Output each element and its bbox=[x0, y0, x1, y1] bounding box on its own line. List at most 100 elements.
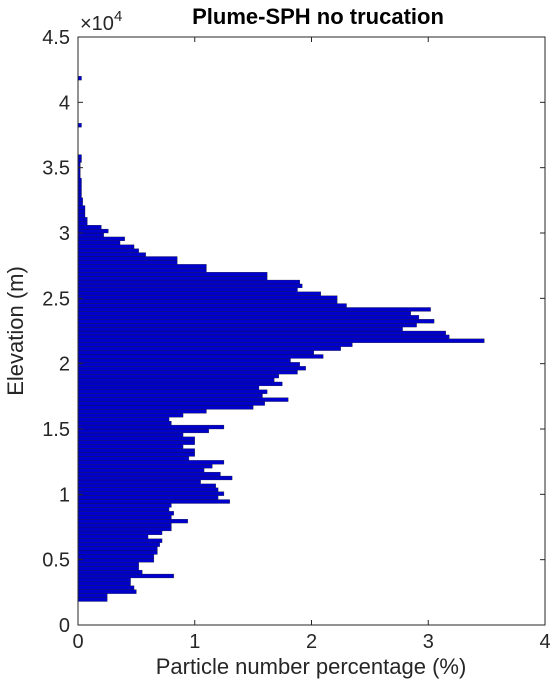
bar bbox=[77, 236, 125, 241]
bar bbox=[77, 475, 233, 481]
bar bbox=[77, 487, 219, 492]
y-tick-label: 4 bbox=[59, 92, 70, 114]
bar bbox=[77, 471, 221, 477]
bar bbox=[77, 201, 83, 206]
bar bbox=[77, 252, 146, 257]
bar bbox=[77, 248, 139, 253]
x-tick-label: 3 bbox=[423, 631, 434, 653]
y-axis-ticks: 0 0.5 1 1.5 2 2.5 3 3.5 4 4.5 bbox=[42, 27, 545, 637]
bar bbox=[77, 515, 172, 520]
bar bbox=[77, 366, 306, 371]
y-axis-multiplier: ×104 bbox=[80, 8, 122, 35]
bar bbox=[77, 530, 163, 535]
y-tick-label: 2.5 bbox=[42, 288, 70, 310]
bar bbox=[77, 542, 160, 547]
bar bbox=[77, 295, 338, 300]
bar bbox=[77, 581, 131, 586]
bar bbox=[77, 526, 172, 532]
bar bbox=[77, 479, 201, 485]
y-tick-label: 4.5 bbox=[42, 27, 70, 49]
bar bbox=[77, 511, 174, 516]
bar bbox=[77, 468, 205, 473]
bar bbox=[77, 221, 88, 226]
bar bbox=[77, 577, 131, 583]
bar bbox=[77, 287, 298, 292]
bar bbox=[77, 260, 178, 265]
bar bbox=[77, 346, 341, 351]
x-tick-label: 4 bbox=[539, 631, 550, 653]
bar bbox=[77, 452, 195, 457]
bar bbox=[77, 373, 279, 379]
bar bbox=[77, 401, 265, 406]
bar bbox=[77, 421, 172, 426]
bar bbox=[77, 315, 420, 320]
bar bbox=[77, 562, 139, 567]
bar bbox=[77, 573, 174, 579]
bar bbox=[77, 225, 102, 230]
bar bbox=[77, 123, 82, 128]
bar bbox=[77, 432, 184, 437]
x-tick-label: 0 bbox=[72, 631, 83, 653]
bar bbox=[77, 154, 82, 159]
bar bbox=[77, 244, 135, 249]
bar bbox=[77, 413, 184, 418]
bar bbox=[77, 589, 137, 594]
bar bbox=[77, 189, 82, 194]
bar bbox=[77, 491, 225, 496]
bar bbox=[77, 350, 314, 355]
bar bbox=[77, 158, 82, 163]
bar bbox=[77, 185, 82, 191]
y-axis-multiplier-base: ×10 bbox=[80, 13, 114, 35]
bar bbox=[77, 597, 108, 602]
y-tick-label: 3 bbox=[59, 223, 70, 245]
bar bbox=[77, 483, 216, 488]
bar bbox=[77, 323, 417, 328]
bar bbox=[77, 522, 172, 528]
bar bbox=[77, 193, 82, 198]
bar bbox=[77, 279, 300, 285]
bar bbox=[77, 291, 321, 296]
y-tick-label: 3.5 bbox=[42, 158, 70, 180]
bar bbox=[77, 232, 104, 238]
bar bbox=[77, 330, 446, 336]
bar bbox=[77, 507, 170, 512]
chart-title: Plume-SPH no trucation bbox=[192, 4, 444, 29]
bar bbox=[77, 264, 207, 269]
bar bbox=[77, 205, 86, 210]
bar bbox=[77, 424, 225, 430]
bar bbox=[77, 428, 209, 434]
bar bbox=[77, 417, 170, 422]
bar bbox=[77, 268, 207, 273]
bar bbox=[77, 464, 213, 469]
y-axis-label: Elevation (m) bbox=[3, 266, 28, 396]
bar bbox=[77, 307, 431, 312]
bar bbox=[77, 197, 83, 202]
bar bbox=[77, 213, 86, 218]
bar bbox=[77, 538, 163, 543]
bar bbox=[77, 240, 121, 245]
bar bbox=[77, 397, 289, 402]
bar bbox=[77, 209, 86, 214]
bar bbox=[77, 177, 82, 183]
bar bbox=[77, 389, 268, 394]
bar bbox=[77, 566, 139, 571]
x-axis-label: Particle number percentage (%) bbox=[156, 654, 467, 679]
bar bbox=[77, 217, 88, 222]
bar bbox=[77, 319, 435, 324]
bar bbox=[77, 436, 195, 441]
x-tick-label: 2 bbox=[306, 631, 317, 653]
bar bbox=[77, 569, 143, 575]
bar bbox=[77, 354, 324, 359]
y-tick-label: 2 bbox=[59, 354, 70, 376]
bar bbox=[77, 338, 485, 343]
bar bbox=[77, 326, 403, 332]
bar bbox=[77, 76, 82, 81]
bar bbox=[77, 362, 300, 367]
bar-series bbox=[77, 76, 485, 602]
bar bbox=[77, 358, 291, 363]
bar bbox=[77, 299, 338, 304]
bar bbox=[77, 228, 109, 234]
bar bbox=[77, 534, 149, 539]
bar bbox=[77, 550, 158, 555]
